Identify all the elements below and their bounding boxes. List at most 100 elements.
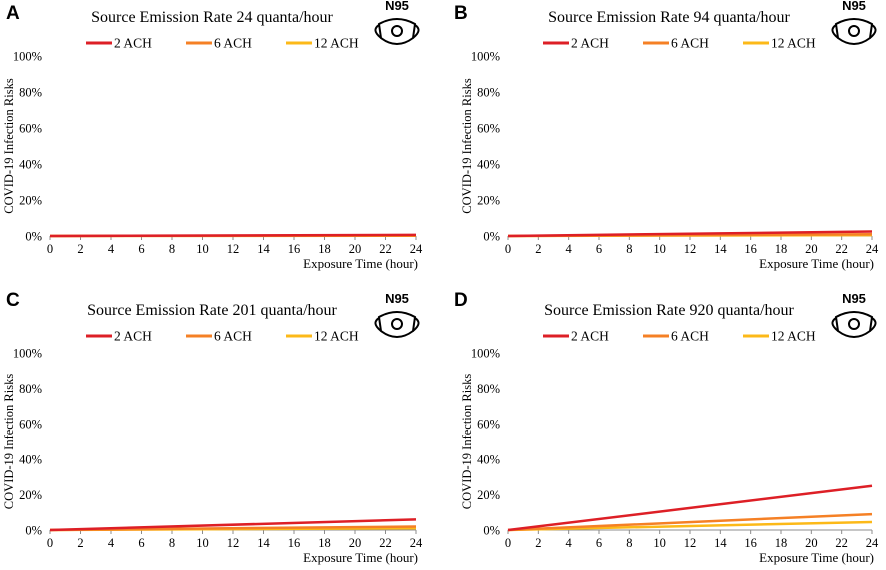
x-tick-label: 14 xyxy=(257,536,270,550)
chart-panel-b: B Source Emission Rate 94 quanta/hour N95 2… xyxy=(454,0,879,271)
n95-label: N95 xyxy=(842,0,866,13)
panel-letter: D xyxy=(454,290,468,311)
x-tick-label: 0 xyxy=(47,536,53,550)
x-tick-label: 8 xyxy=(169,536,175,550)
y-axis-label: COVID-19 Infection Risks xyxy=(460,78,474,214)
x-tick-label: 10 xyxy=(653,536,666,550)
x-tick-label: 2 xyxy=(77,536,83,550)
x-tick-label: 16 xyxy=(744,536,757,550)
y-tick-label: 100% xyxy=(13,50,42,64)
chart-title: Source Emission Rate 94 quanta/hour xyxy=(548,9,790,26)
x-tick-label: 18 xyxy=(318,536,331,550)
n95-mask-icon: N95 xyxy=(831,0,877,45)
chart-title: Source Emission Rate 920 quanta/hour xyxy=(544,302,794,319)
x-tick-label: 22 xyxy=(835,536,848,550)
chart-title: Source Emission Rate 201 quanta/hour xyxy=(87,302,337,319)
mask-strap-left xyxy=(374,24,382,39)
legend-label: 12 ACH xyxy=(314,36,359,51)
legend-item: 2 ACH xyxy=(86,329,152,344)
legend-item: 2 ACH xyxy=(86,36,152,51)
mask-strap-right xyxy=(412,317,420,332)
x-tick-label: 24 xyxy=(410,536,423,550)
x-tick-label: 0 xyxy=(505,536,511,550)
n95-mask-icon: N95 xyxy=(374,291,420,338)
x-tick-label: 20 xyxy=(805,242,818,256)
y-tick-label: 0% xyxy=(483,230,500,244)
mask-valve xyxy=(848,25,860,37)
x-tick-label: 2 xyxy=(535,242,541,256)
mask-strap-right xyxy=(869,24,877,39)
n95-mask-icon: N95 xyxy=(831,291,877,338)
x-tick-label: 0 xyxy=(505,242,511,256)
panel-letter: B xyxy=(454,3,468,24)
x-axis-label: Exposure Time (hour) xyxy=(759,550,874,565)
x-tick-label: 10 xyxy=(196,242,209,256)
y-tick-label: 80% xyxy=(19,86,42,100)
y-tick-label: 40% xyxy=(19,453,42,467)
x-tick-label: 2 xyxy=(535,536,541,550)
legend-label: 12 ACH xyxy=(771,36,816,51)
y-tick-label: 0% xyxy=(483,524,500,538)
x-tick-label: 18 xyxy=(318,242,331,256)
y-tick-label: 0% xyxy=(25,524,42,538)
legend-item: 12 ACH xyxy=(743,36,816,51)
legend-label: 6 ACH xyxy=(671,329,709,344)
x-tick-label: 0 xyxy=(47,242,53,256)
legend-label: 2 ACH xyxy=(114,36,152,51)
x-axis-label: Exposure Time (hour) xyxy=(303,256,418,271)
legend-item: 2 ACH xyxy=(543,329,609,344)
x-tick-label: 12 xyxy=(227,536,240,550)
x-tick-label: 24 xyxy=(866,242,879,256)
legend-item: 12 ACH xyxy=(286,36,359,51)
mask-strap-right xyxy=(869,317,877,332)
legend-label: 12 ACH xyxy=(314,329,359,344)
x-tick-label: 8 xyxy=(626,242,632,256)
x-tick-label: 24 xyxy=(866,536,879,550)
x-tick-label: 2 xyxy=(77,242,83,256)
x-tick-label: 6 xyxy=(596,536,602,550)
x-tick-label: 6 xyxy=(138,242,144,256)
x-tick-label: 22 xyxy=(835,242,848,256)
y-tick-label: 100% xyxy=(13,347,42,361)
n95-mask-icon: N95 xyxy=(374,0,420,45)
legend-label: 2 ACH xyxy=(571,329,609,344)
x-tick-label: 12 xyxy=(684,242,697,256)
y-tick-label: 80% xyxy=(477,86,500,100)
x-tick-label: 14 xyxy=(714,536,727,550)
series-line-2-ach xyxy=(507,230,873,238)
y-tick-label: 60% xyxy=(477,122,500,136)
x-tick-label: 10 xyxy=(196,536,209,550)
x-tick-label: 12 xyxy=(684,536,697,550)
n95-label: N95 xyxy=(385,291,409,306)
mask-valve xyxy=(391,25,403,37)
panel-letter: A xyxy=(6,3,20,24)
x-tick-label: 22 xyxy=(379,536,392,550)
y-tick-label: 40% xyxy=(477,453,500,467)
chart-panel-d: D Source Emission Rate 920 quanta/hour N95… xyxy=(454,290,879,565)
x-tick-label: 18 xyxy=(775,536,788,550)
mask-strap-left xyxy=(374,317,382,332)
mask-outline xyxy=(377,18,417,45)
x-tick-label: 24 xyxy=(410,242,423,256)
x-tick-label: 16 xyxy=(744,242,757,256)
y-tick-label: 100% xyxy=(471,347,500,361)
mask-strap-right xyxy=(412,24,420,39)
mask-outline xyxy=(834,18,874,45)
y-tick-label: 80% xyxy=(19,382,42,396)
x-axis-label: Exposure Time (hour) xyxy=(303,550,418,565)
legend-label: 6 ACH xyxy=(214,329,252,344)
x-tick-label: 20 xyxy=(349,536,362,550)
x-tick-label: 6 xyxy=(138,536,144,550)
legend-item: 2 ACH xyxy=(543,36,609,51)
series-line-2-ach xyxy=(49,518,417,532)
x-tick-label: 16 xyxy=(288,536,301,550)
y-tick-label: 80% xyxy=(477,382,500,396)
mask-outline xyxy=(834,311,874,338)
y-tick-label: 20% xyxy=(477,194,500,208)
x-tick-label: 8 xyxy=(626,536,632,550)
legend-item: 6 ACH xyxy=(643,329,709,344)
legend-item: 6 ACH xyxy=(643,36,709,51)
panel-letter: C xyxy=(6,290,20,311)
x-tick-label: 16 xyxy=(288,242,301,256)
